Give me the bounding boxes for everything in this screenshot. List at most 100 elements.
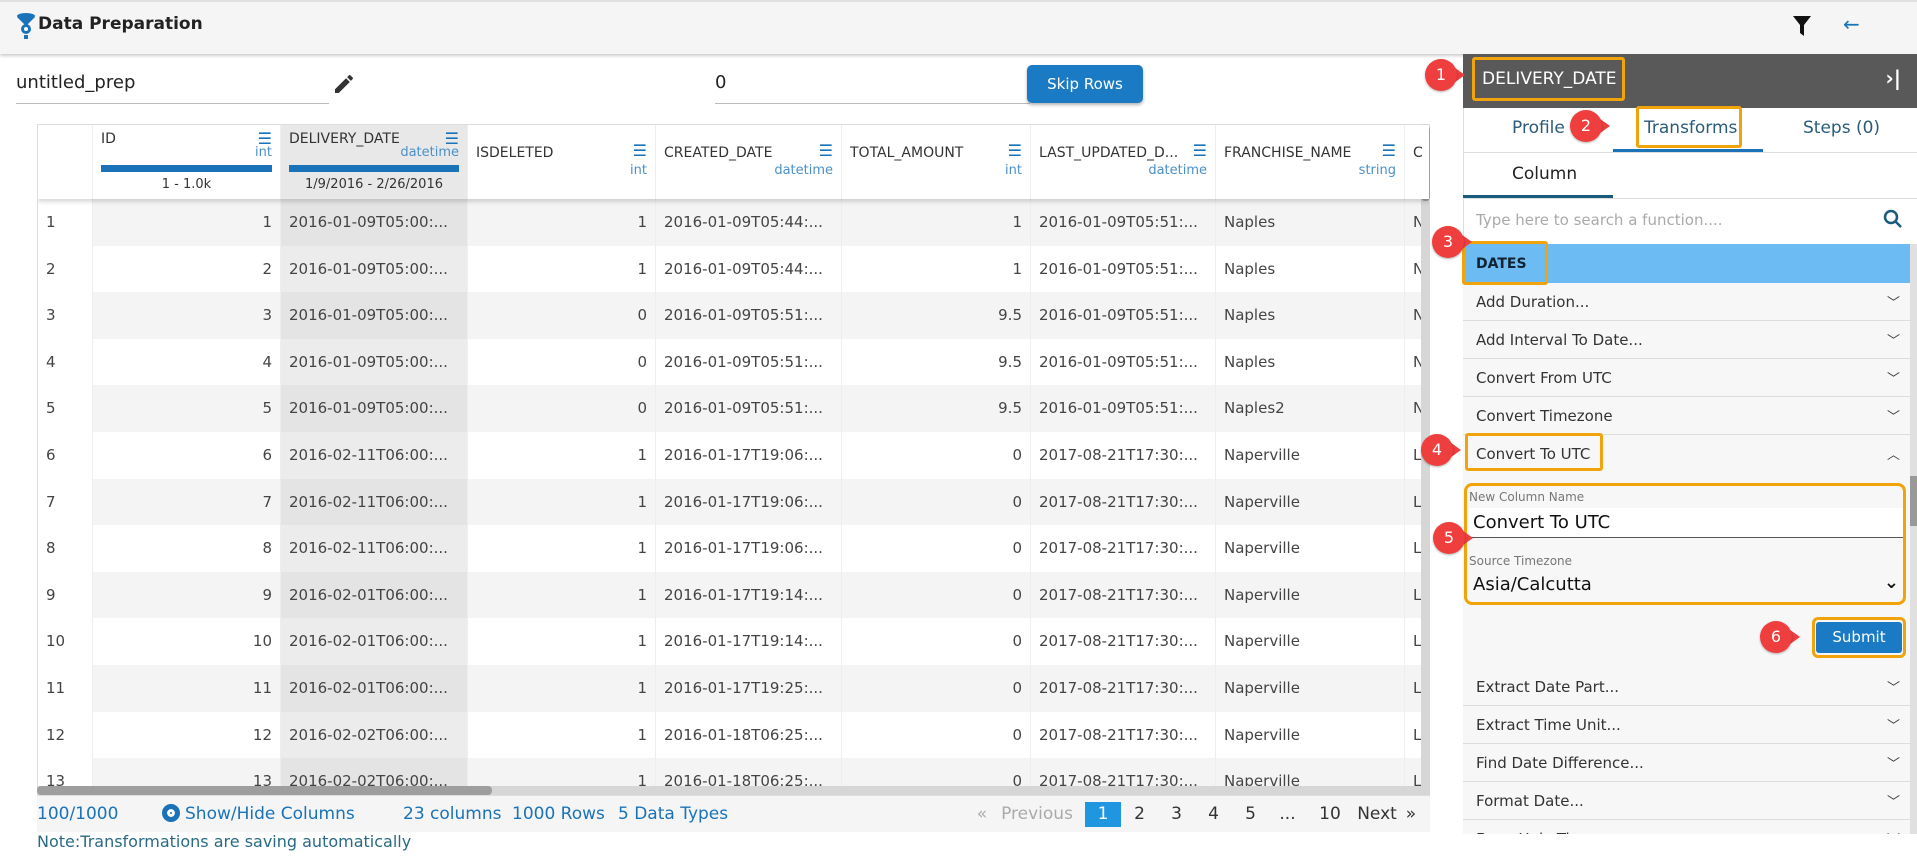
table-row[interactable]: 2 2 2016-01-09T05:00:... 1 2016-01-09T05:44:… xyxy=(38,245,1429,293)
column-type: datetime xyxy=(1148,163,1207,178)
panel-scrollbar[interactable] xyxy=(1910,244,1917,834)
pagination-page[interactable]: 2 xyxy=(1134,804,1145,824)
table-cell: 1 xyxy=(468,758,656,795)
column-name: DELIVERY_DATE xyxy=(289,131,400,147)
tab-transforms[interactable]: Transforms xyxy=(1644,118,1738,138)
annotation-badge-5: 5 xyxy=(1433,522,1473,554)
column-name: C xyxy=(1413,145,1423,161)
search-icon[interactable] xyxy=(1883,209,1903,229)
tab-steps[interactable]: Steps (0) xyxy=(1803,118,1881,138)
filter-icon[interactable] xyxy=(1793,16,1811,36)
table-row[interactable]: 1 1 2016-01-09T05:00:... 1 2016-01-09T05:44:… xyxy=(38,199,1429,246)
table-cell: 0 xyxy=(842,618,1031,665)
table-row[interactable]: 5 5 2016-01-09T05:00:... 0 2016-01-09T05:51:… xyxy=(38,385,1429,432)
column-menu-icon[interactable]: ☰ xyxy=(444,129,459,148)
row-number-header xyxy=(38,125,93,199)
row-number: 7 xyxy=(38,478,93,526)
collapse-panel-icon[interactable]: ›| xyxy=(1885,66,1901,90)
column-menu-icon[interactable]: ☰ xyxy=(257,129,272,148)
timezone-value: Asia/Calcutta xyxy=(1473,574,1592,595)
pagination-page[interactable]: 3 xyxy=(1171,804,1182,824)
table-row[interactable]: 6 6 2016-02-11T06:00:... 1 2016-01-17T19:06:… xyxy=(38,432,1429,479)
column-menu-icon[interactable]: ☰ xyxy=(632,141,647,160)
function-item-convert-to-utc[interactable]: Convert To UTC ︿ xyxy=(1463,435,1910,473)
function-item[interactable]: Extract Time Unit... ﹀ xyxy=(1463,706,1910,744)
pagination-last[interactable]: » xyxy=(1405,804,1417,824)
column-menu-icon[interactable]: ☰ xyxy=(1007,141,1022,160)
column-header[interactable]: TOTAL_AMOUNT ☰ int xyxy=(842,125,1031,199)
category-dates[interactable]: DATES xyxy=(1463,244,1910,283)
tab-profile[interactable]: Profile xyxy=(1512,118,1565,138)
function-label: Format Date... xyxy=(1476,792,1584,810)
table-cell: L xyxy=(1405,712,1429,759)
data-types-count: 5 Data Types xyxy=(618,804,729,824)
row-number: 10 xyxy=(38,618,93,665)
table-row[interactable]: 3 3 2016-01-09T05:00:... 0 2016-01-09T05:51:… xyxy=(38,292,1429,339)
horizontal-scrollbar[interactable] xyxy=(37,786,1430,795)
source-timezone-select[interactable]: Asia/Calcutta ⌄ xyxy=(1469,570,1903,598)
submit-button[interactable]: Submit xyxy=(1816,622,1902,653)
prep-name-input[interactable]: untitled_prep xyxy=(16,68,329,104)
edit-pencil-icon[interactable] xyxy=(332,72,356,96)
row-number: 6 xyxy=(38,432,93,479)
subtab-column[interactable]: Column xyxy=(1512,164,1578,184)
panel-scroll-thumb[interactable] xyxy=(1910,476,1917,526)
column-header[interactable]: LAST_UPDATED_D... ☰ datetime xyxy=(1031,125,1216,199)
table-cell: N xyxy=(1405,385,1429,432)
table-row[interactable]: 11 11 2016-02-01T06:00:... 1 2016-01-17T19:2… xyxy=(38,665,1429,712)
column-header[interactable]: ISDELETED ☰ int xyxy=(468,125,656,199)
function-item[interactable]: Convert Timezone ﹀ xyxy=(1463,397,1910,435)
table-cell: L xyxy=(1405,618,1429,665)
table-cell: 0 xyxy=(842,432,1031,479)
pagination-next[interactable]: Next xyxy=(1357,804,1397,824)
table-row[interactable]: 12 12 2016-02-02T06:00:... 1 2016-01-18T06:2… xyxy=(38,711,1429,759)
column-header[interactable]: FRANCHISE_NAME ☰ string xyxy=(1216,125,1405,199)
table-cell: 1 xyxy=(468,478,656,526)
pagination-page[interactable]: ... xyxy=(1279,804,1296,824)
table-row[interactable]: 9 9 2016-02-01T06:00:... 1 2016-01-17T19:14:… xyxy=(38,571,1429,619)
skip-rows-button[interactable]: Skip Rows xyxy=(1027,65,1143,103)
function-item[interactable]: Convert From UTC ﹀ xyxy=(1463,359,1910,397)
column-header[interactable]: CREATED_DATE ☰ datetime xyxy=(656,125,842,199)
table-cell: 5 xyxy=(93,385,281,432)
pagination-previous[interactable]: Previous xyxy=(1001,804,1073,824)
column-header[interactable]: ID ☰ int 1 - 1.0k xyxy=(93,125,281,199)
table-row[interactable]: 8 8 2016-02-11T06:00:... 1 2016-01-17T19:06:… xyxy=(38,525,1429,572)
table-cell: Naperville xyxy=(1216,758,1405,795)
pagination-first[interactable]: « xyxy=(976,804,988,824)
table-cell: 2016-01-09T05:00:... xyxy=(281,338,468,386)
table-row[interactable]: 7 7 2016-02-11T06:00:... 1 2016-01-17T19:06:… xyxy=(38,478,1429,526)
pagination-page[interactable]: 10 xyxy=(1319,804,1341,824)
column-menu-icon[interactable]: ☰ xyxy=(1381,141,1396,160)
function-item[interactable]: Find Date Difference... ﹀ xyxy=(1463,744,1910,782)
back-arrow-icon[interactable]: ← xyxy=(1843,12,1860,36)
table-cell: 2016-01-09T05:51:... xyxy=(656,385,842,432)
function-item[interactable]: Format Date... ﹀ xyxy=(1463,782,1910,820)
column-header[interactable]: DELIVERY_DATE ☰ datetime 1/9/2016 - 2/26/20… xyxy=(281,125,468,199)
chevron-down-icon: ﹀ xyxy=(1886,719,1900,734)
column-menu-icon[interactable]: ☰ xyxy=(1192,141,1207,160)
new-column-name-input[interactable]: Convert To UTC xyxy=(1469,508,1903,538)
show-hide-columns-link[interactable]: Show/Hide Columns xyxy=(162,796,355,832)
table-cell: 2016-01-09T05:00:... xyxy=(281,292,468,339)
table-cell: 0 xyxy=(842,711,1031,759)
column-name: ISDELETED xyxy=(476,145,554,161)
skip-rows-input[interactable]: 0 xyxy=(715,68,1030,104)
table-row[interactable]: 4 4 2016-01-09T05:00:... 0 2016-01-09T05:51:… xyxy=(38,338,1429,386)
function-item[interactable]: Add Duration... ﹀ xyxy=(1463,283,1910,321)
column-menu-icon[interactable]: ☰ xyxy=(818,141,833,160)
pagination-page[interactable]: 1 xyxy=(1085,802,1121,827)
table-cell: L xyxy=(1405,758,1429,795)
search-input[interactable]: Type here to search a function.... xyxy=(1476,211,1723,229)
function-search[interactable]: Type here to search a function.... xyxy=(1463,199,1903,241)
row-number: 2 xyxy=(38,245,93,293)
pagination-page[interactable]: 5 xyxy=(1245,804,1256,824)
highlight-column-title xyxy=(1472,57,1625,101)
table-row[interactable]: 10 10 2016-02-01T06:00:... 1 2016-01-17T19:1… xyxy=(38,618,1429,665)
highlight-form xyxy=(1464,483,1906,605)
column-header[interactable]: C xyxy=(1405,125,1429,199)
horizontal-scroll-thumb[interactable] xyxy=(37,786,492,795)
function-item[interactable]: Add Interval To Date... ﹀ xyxy=(1463,321,1910,359)
pagination-page[interactable]: 4 xyxy=(1208,804,1219,824)
function-item[interactable]: Extract Date Part... ﹀ xyxy=(1463,668,1910,706)
